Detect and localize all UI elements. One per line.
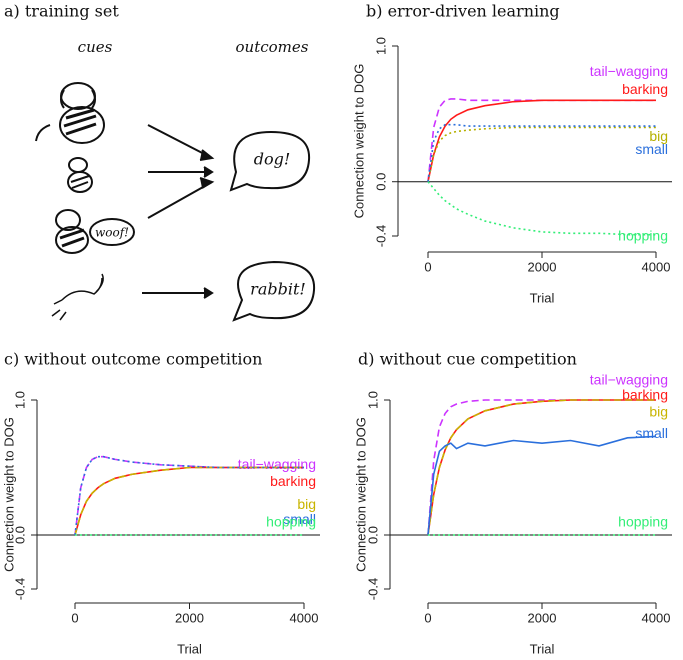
barking-dog-icon [55, 209, 135, 254]
outcome-rabbit: rabbit! [250, 280, 306, 299]
outcome-dog: dog! [254, 150, 291, 169]
rabbit-icon [51, 273, 104, 321]
series-label: big [649, 128, 668, 144]
y-tick-label: 1.0 [373, 37, 388, 55]
y-tick-label: 1.0 [365, 391, 380, 409]
x-tick-label: 0 [424, 259, 431, 274]
dog-icon [35, 82, 105, 144]
series-label: barking [622, 81, 668, 97]
series-line [427, 126, 656, 182]
rabbit-bubble [232, 260, 316, 322]
small-dog-icon [67, 157, 93, 193]
y-axis-label: Connection weight to DOG [353, 417, 368, 572]
series-label: tail−wagging [238, 456, 316, 472]
series-line [427, 99, 656, 182]
y-tick-label: -0.4 [12, 578, 27, 600]
x-axis-label: Trial [530, 641, 555, 656]
series-label: small [635, 425, 668, 441]
series-label: hopping [618, 227, 668, 243]
series-label: barking [622, 387, 668, 403]
x-axis-label: Trial [177, 641, 202, 656]
chart-title: d) without cue competition [358, 350, 577, 369]
panel-a: a) training set cues outcomes woof! dog!… [4, 2, 316, 322]
y-tick-label: 0.0 [365, 526, 380, 544]
x-tick-label: 2000 [528, 259, 557, 274]
dog-bubble [229, 130, 311, 192]
y-tick-label: 1.0 [12, 391, 27, 409]
series-line [427, 98, 656, 182]
x-tick-label: 4000 [290, 610, 319, 625]
series-label: barking [270, 473, 316, 489]
series-label: tail−wagging [590, 63, 668, 79]
cues-label: cues [78, 38, 113, 56]
y-axis-label: Connection weight to DOG [351, 64, 366, 219]
series-label: small [283, 511, 316, 527]
series-line [74, 466, 304, 536]
panel-title: a) training set [4, 2, 119, 21]
y-tick-label: -0.4 [365, 578, 380, 600]
series-line [74, 455, 304, 536]
series-line [427, 123, 656, 182]
series-line [427, 399, 656, 536]
arrows [142, 124, 215, 299]
x-tick-label: 4000 [642, 610, 671, 625]
series-label: hopping [618, 514, 668, 530]
series-label: hopping [266, 514, 316, 530]
y-axis-label: Connection weight to DOG [1, 417, 16, 572]
outcomes-label: outcomes [236, 38, 309, 56]
x-tick-label: 0 [424, 610, 431, 625]
bark-bubble: woof! [95, 226, 129, 240]
chart-title: c) without outcome competition [4, 350, 262, 369]
x-axis-label: Trial [530, 290, 555, 305]
y-tick-label: -0.4 [373, 225, 388, 247]
chart-title: b) error-driven learning [366, 2, 560, 21]
series-label: big [297, 496, 316, 512]
series-label: big [649, 404, 668, 420]
series-label: small [635, 141, 668, 157]
x-tick-label: 2000 [175, 610, 204, 625]
x-tick-label: 0 [71, 610, 78, 625]
series-line [427, 435, 657, 536]
x-tick-label: 2000 [528, 610, 557, 625]
series-label: tail−wagging [590, 372, 668, 388]
series-line [427, 181, 656, 236]
x-tick-label: 4000 [642, 259, 671, 274]
y-tick-label: 0.0 [12, 526, 27, 544]
y-tick-label: 0.0 [373, 173, 388, 191]
